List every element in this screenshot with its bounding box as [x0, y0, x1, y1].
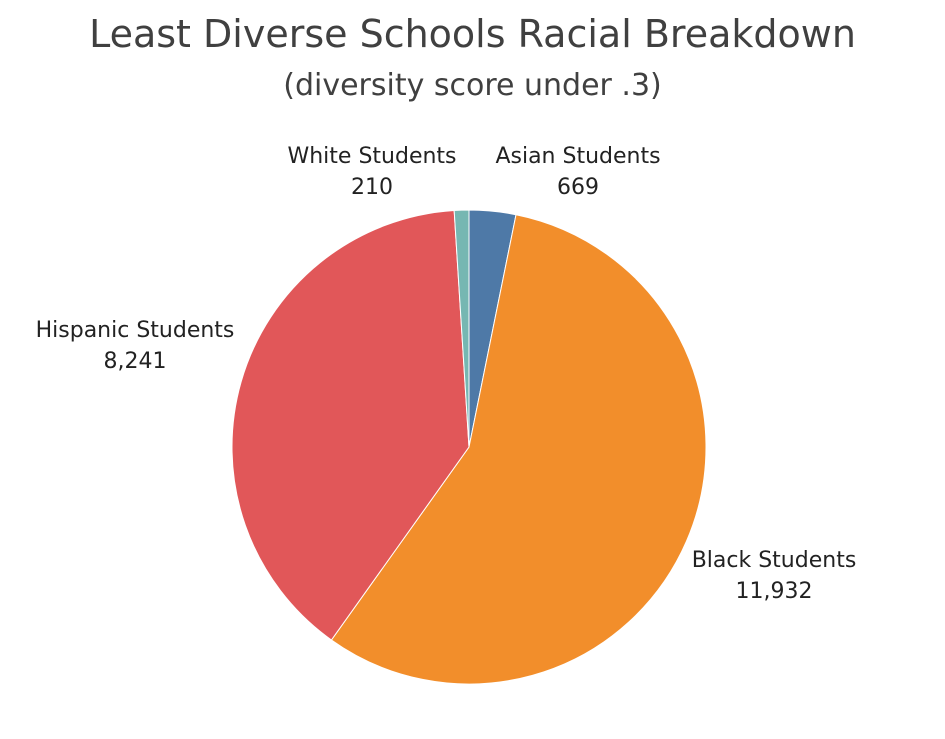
pie-slice-white-students — [453, 209, 470, 448]
pie-slice-black-students — [330, 214, 707, 685]
slice-name-asian: Asian Students — [495, 144, 661, 169]
chart-subtitle: (diversity score under .3) — [283, 68, 662, 103]
slice-label-black: Black Students 11,932 — [692, 545, 857, 607]
slice-value-hispanic: 8,241 — [103, 349, 167, 374]
slice-label-asian: Asian Students 669 — [495, 141, 660, 203]
slice-name-black: Black Students — [691, 548, 857, 573]
pie-slice-hispanic-students — [231, 209, 470, 641]
pie-slices — [231, 209, 707, 685]
slice-label-hispanic: Hispanic Students 8,241 — [36, 315, 235, 377]
slice-name-hispanic: Hispanic Students — [35, 318, 235, 343]
chart-title: Least Diverse Schools Racial Breakdown — [89, 12, 856, 56]
slice-value-asian: 669 — [556, 175, 599, 200]
slice-value-black: 11,932 — [735, 579, 813, 604]
slice-name-white: White Students — [287, 144, 457, 169]
slice-label-white: White Students 210 — [287, 141, 456, 203]
slice-value-white: 210 — [351, 175, 393, 200]
